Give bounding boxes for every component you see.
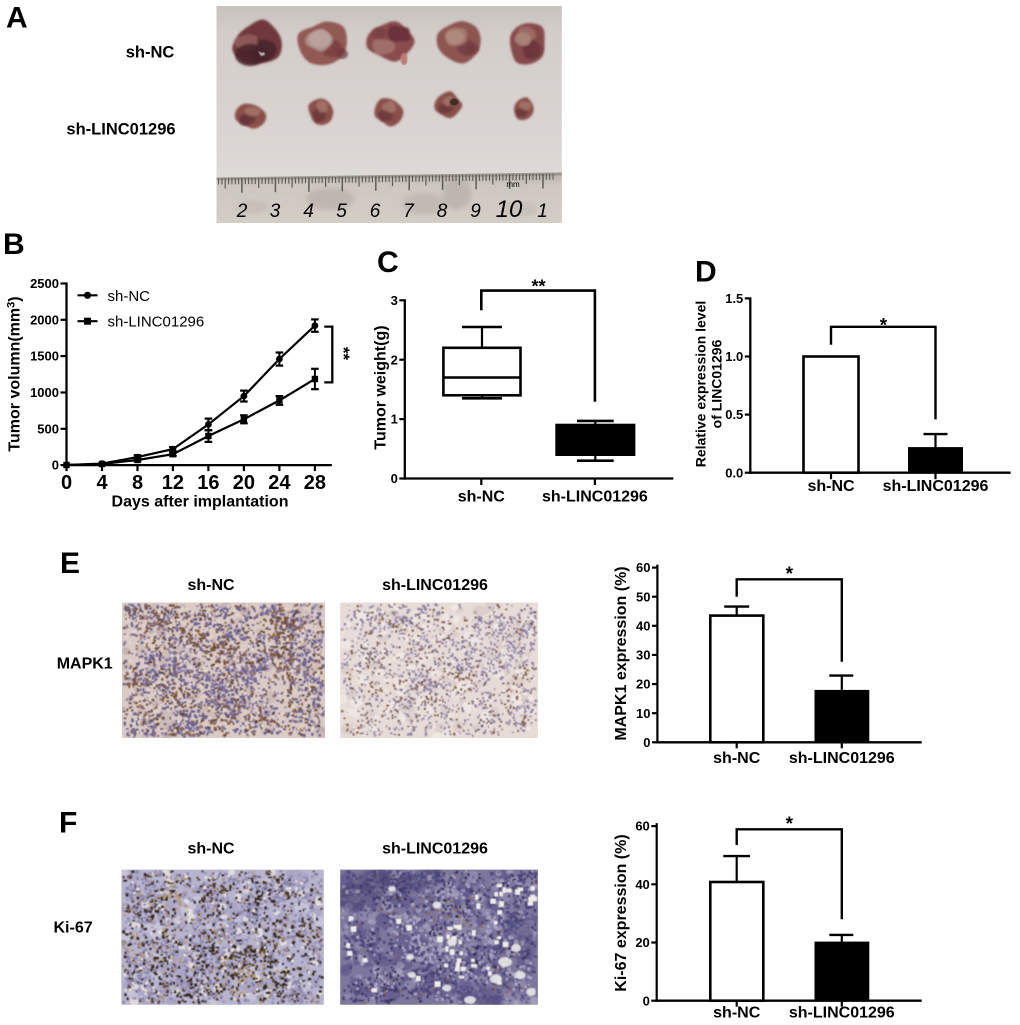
svg-text:sh-NC: sh-NC xyxy=(108,288,151,305)
svg-text:20: 20 xyxy=(635,935,649,950)
svg-text:sh-LINC01296: sh-LINC01296 xyxy=(382,841,488,858)
svg-text:2500: 2500 xyxy=(30,276,59,291)
svg-text:40: 40 xyxy=(636,618,650,633)
svg-text:50: 50 xyxy=(636,589,650,604)
svg-text:*: * xyxy=(880,316,888,337)
svg-text:sh-NC: sh-NC xyxy=(187,577,235,594)
svg-text:30: 30 xyxy=(636,648,650,663)
svg-text:MAPK1 expression (%): MAPK1 expression (%) xyxy=(613,566,630,740)
svg-text:40: 40 xyxy=(635,877,649,892)
svg-text:**: ** xyxy=(531,277,545,297)
svg-text:sh-NC: sh-NC xyxy=(187,841,235,858)
svg-text:sh-LINC01296: sh-LINC01296 xyxy=(542,489,648,506)
svg-text:6: 6 xyxy=(370,201,381,222)
svg-text:28: 28 xyxy=(304,472,326,494)
svg-text:2: 2 xyxy=(236,201,248,222)
svg-text:3: 3 xyxy=(270,201,281,222)
svg-text:sh-LINC01296: sh-LINC01296 xyxy=(789,750,895,767)
svg-text:sh-NC: sh-NC xyxy=(713,1005,761,1022)
svg-text:2000: 2000 xyxy=(30,312,59,327)
svg-text:sh-LINC01296: sh-LINC01296 xyxy=(66,121,175,139)
svg-text:10: 10 xyxy=(496,196,523,223)
svg-text:0: 0 xyxy=(52,458,59,473)
svg-text:2: 2 xyxy=(391,352,398,367)
svg-text:sh-LINC01296: sh-LINC01296 xyxy=(883,478,989,495)
svg-text:0.0: 0.0 xyxy=(725,465,743,480)
svg-text:MAPK1: MAPK1 xyxy=(57,656,113,673)
svg-text:Ki-67 expression (%): Ki-67 expression (%) xyxy=(613,834,630,991)
svg-text:4: 4 xyxy=(303,201,314,222)
svg-text:Tumor weight(g): Tumor weight(g) xyxy=(373,325,390,449)
svg-text:20: 20 xyxy=(636,677,650,692)
svg-text:5: 5 xyxy=(336,201,347,222)
svg-text:sh-NC: sh-NC xyxy=(458,489,506,506)
svg-text:24: 24 xyxy=(268,472,291,494)
svg-text:3: 3 xyxy=(391,293,398,308)
svg-text:20: 20 xyxy=(233,472,255,494)
svg-text:E: E xyxy=(60,547,80,580)
svg-text:9: 9 xyxy=(470,201,481,222)
svg-text:Relative expression level: Relative expression level xyxy=(693,301,709,468)
svg-text:Tumor volumn(mm3): Tumor volumn(mm3) xyxy=(6,296,24,451)
svg-text:4: 4 xyxy=(96,472,108,494)
svg-text:D: D xyxy=(695,256,717,289)
svg-text:8: 8 xyxy=(132,472,143,494)
svg-text:7: 7 xyxy=(403,201,415,222)
svg-text:F: F xyxy=(59,807,77,840)
svg-text:1: 1 xyxy=(537,201,548,222)
svg-text:*: * xyxy=(786,564,794,585)
svg-text:60: 60 xyxy=(635,819,649,834)
svg-text:sh-NC: sh-NC xyxy=(126,44,175,62)
svg-text:1000: 1000 xyxy=(30,385,59,400)
svg-text:sh-NC: sh-NC xyxy=(807,478,855,495)
svg-text:of LINC01296: of LINC01296 xyxy=(709,339,725,428)
svg-text:Ki-67: Ki-67 xyxy=(54,920,93,937)
svg-text:sh-NC: sh-NC xyxy=(713,750,761,767)
svg-text:1.5: 1.5 xyxy=(725,291,743,306)
svg-text:60: 60 xyxy=(636,560,650,575)
svg-text:*: * xyxy=(786,814,794,835)
svg-text:1500: 1500 xyxy=(30,349,59,364)
svg-text:Days after implantation: Days after implantation xyxy=(112,494,289,511)
svg-text:0: 0 xyxy=(643,735,650,750)
svg-text:A: A xyxy=(6,2,28,35)
svg-text:12: 12 xyxy=(162,472,184,494)
svg-text:C: C xyxy=(377,246,399,279)
svg-text:0: 0 xyxy=(61,472,72,494)
svg-text:B: B xyxy=(3,228,25,261)
svg-text:16: 16 xyxy=(197,472,219,494)
svg-text:0.5: 0.5 xyxy=(725,407,743,422)
svg-text:8: 8 xyxy=(437,201,448,222)
svg-text:1: 1 xyxy=(391,412,398,427)
svg-text:sh-LINC01296: sh-LINC01296 xyxy=(382,577,488,594)
svg-text:0: 0 xyxy=(643,993,650,1008)
svg-text:sh-LINC01296: sh-LINC01296 xyxy=(789,1005,895,1022)
svg-text:10: 10 xyxy=(636,706,650,721)
svg-text:1.0: 1.0 xyxy=(725,349,743,364)
svg-text:mm: mm xyxy=(506,180,520,189)
svg-text:0: 0 xyxy=(391,471,398,486)
svg-text:sh-LINC01296: sh-LINC01296 xyxy=(108,314,205,331)
svg-text:500: 500 xyxy=(37,421,59,436)
svg-text:**: ** xyxy=(334,347,353,361)
